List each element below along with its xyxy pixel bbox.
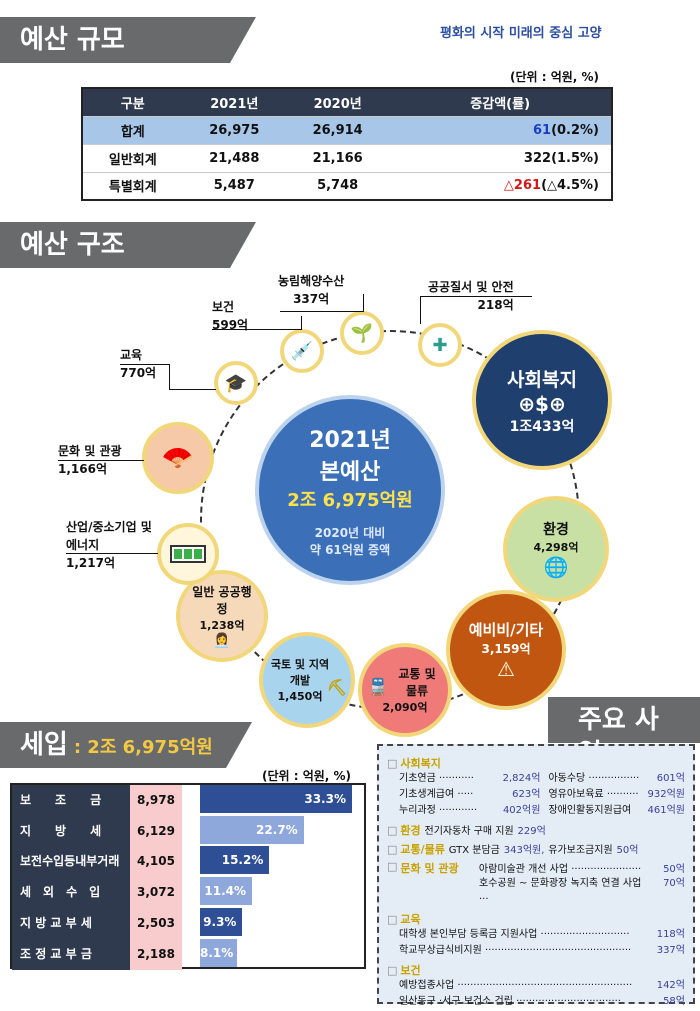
- revenue-bar: 15.2%: [200, 846, 270, 875]
- revenue-pct-label: 9.3%: [203, 914, 237, 929]
- leader-line: [170, 389, 216, 390]
- revenue-category: 조 정 교 부 금: [12, 938, 130, 970]
- battery-icon: [170, 545, 206, 563]
- table-row: 지 방 교 부 세 2,503 9.3%: [12, 907, 364, 939]
- list-item: 누리과정 ············ 402억원 장애인활동지원급여 461억원: [399, 805, 685, 816]
- revenue-pct-label: 11.4%: [204, 884, 247, 899]
- farmer-icon: 🌱: [350, 322, 374, 344]
- revenue-bar: 11.4%: [200, 877, 253, 906]
- table-row: 특별회계 5,487 5,748 △261(△4.5%): [82, 171, 612, 200]
- revenue-category: 세 외 수 입: [12, 877, 130, 909]
- col-header: 2021년: [182, 88, 286, 116]
- reserve-circle: 예비비/기타 3,159억 ⚠: [446, 590, 566, 710]
- section-title-structure: 예산 구조: [0, 222, 256, 268]
- revenue-amount: 6,129: [130, 815, 182, 847]
- budget-scale-table: 구분 2021년 2020년 증감액(률) 합계 26,975 26,914 61(0.2%…: [81, 87, 613, 201]
- land-development-circle: 국토 및 지역개발 1,450억 ⛏: [259, 632, 355, 728]
- welfare-circle: 사회복지 ⊕$⊕ 1조433억: [472, 330, 612, 470]
- industry-circle: [157, 523, 219, 585]
- excavator-icon: ⛏: [326, 678, 347, 697]
- label-public-order: 공공질서 및 안전 218억: [428, 280, 514, 312]
- leader-line: [66, 553, 158, 554]
- siren-icon: ⚠: [497, 657, 515, 681]
- medical-cross-icon: ✚: [432, 334, 448, 356]
- revenue-bar: 8.1%: [200, 938, 237, 967]
- leader-line: [120, 364, 170, 390]
- culture-circle: 🪭: [142, 422, 214, 494]
- welfare-icon: ⊕$⊕: [518, 391, 566, 416]
- environment-circle: 환경 4,298억 🌐: [503, 496, 609, 602]
- list-item: 일산동구 ·서구 보건소 건립 ························…: [399, 996, 685, 1007]
- label-agriculture: 농림해양수산 337억: [278, 274, 345, 306]
- leader-line: [58, 460, 144, 461]
- fan-dancer-icon: 🪭: [161, 443, 195, 473]
- list-item: 학교무상급식비지원 ······························…: [399, 945, 685, 956]
- revenue-amount: 8,978: [130, 785, 182, 816]
- table-row: 지 방 세 6,129 22.7%: [12, 815, 364, 847]
- revenue-pct-label: 15.2%: [221, 853, 264, 868]
- section-title-revenue: 세입: 2조 6,975억원: [0, 722, 252, 768]
- goyang-logo: 평화의 시작 미래의 중심 고양: [440, 26, 602, 41]
- revenue-pct-label: 22.7%: [255, 822, 298, 837]
- revenue-table: 보 조 금 8,978 33.3% 지 방 세 6,129 22.7% 보전수입등내부거래 4…: [10, 783, 366, 970]
- col-header: 증감액(률): [389, 88, 612, 116]
- revenue-unit-label: (단위 : 억원, %): [262, 769, 352, 783]
- key-projects-box: □ 사회복지 기초연금 ··········· 2,824억 아동수당 ·······…: [377, 744, 695, 1007]
- list-item: 대학생 본인부담 등록금 지원사업 ······················…: [399, 929, 685, 940]
- revenue-amount: 2,188: [130, 938, 182, 970]
- list-item: 호수공원 ~ 문화광장 녹지축 연결 사업 ··· 70억: [479, 878, 685, 905]
- leader-line: [280, 294, 364, 312]
- label-health: 보건 599억: [212, 300, 249, 332]
- public-order-circle: ✚: [418, 323, 462, 367]
- agriculture-circle: 🌱: [340, 311, 384, 355]
- list-item: 기초생계급여 ····· 623억 영유아보육료 ·········· 932억원: [399, 789, 685, 800]
- revenue-category: 지 방 교 부 세: [12, 907, 130, 939]
- section-title-scale: 예산 규모: [0, 17, 256, 63]
- list-item: 기초연금 ··········· 2,824억 아동수당 ·············…: [399, 773, 685, 784]
- section-title-projects: 주요 사업: [548, 697, 700, 769]
- unit-label: (단위 : 억원, %): [510, 70, 600, 84]
- revenue-category: 지 방 세: [12, 815, 130, 847]
- revenue-bar: 22.7%: [200, 815, 304, 844]
- public-admin-circle: 일반 공공행정 1,238억 👩‍💼: [176, 570, 268, 662]
- education-circle: 🎓: [214, 361, 258, 405]
- traffic-circle: 🚆 교통 및 물류 2,090억: [358, 643, 452, 737]
- revenue-pct-label: 33.3%: [304, 792, 346, 806]
- revenue-category: 보전수입등내부거래: [12, 846, 130, 878]
- col-header: 2020년: [285, 88, 390, 116]
- table-row: 일반회계 21,488 21,166 322(1.5%): [82, 143, 612, 172]
- table-row: 세 외 수 입 3,072 11.4%: [12, 877, 364, 909]
- revenue-bar: 9.3%: [200, 907, 243, 936]
- syringe-icon: 💉: [290, 340, 314, 362]
- graduation-cap-icon: 🎓: [224, 372, 248, 394]
- revenue-category: 보 조 금: [12, 785, 130, 816]
- health-circle: 💉: [280, 329, 324, 373]
- table-row: 합계 26,975 26,914 61(0.2%): [82, 115, 612, 144]
- list-item: 예방접종사업 ·································…: [399, 980, 685, 991]
- label-culture: 문화 및 관광 1,166억: [58, 444, 122, 476]
- center-budget-circle: 2021년 본예산 2조 6,975억원 2020년 대비 약 61억원 증액: [255, 395, 445, 585]
- leader-line: [420, 296, 532, 324]
- table-row: 조 정 교 부 금 2,188 8.1%: [12, 938, 364, 970]
- revenue-amount: 4,105: [130, 846, 182, 878]
- globe-plant-icon: 🌐: [543, 555, 569, 579]
- label-education: 교육 770억: [120, 348, 157, 380]
- col-header: 구분: [82, 88, 183, 116]
- revenue-amount: 3,072: [130, 877, 182, 909]
- label-industry: 산업/중소기업 및 에너지 1,217억: [66, 520, 152, 570]
- revenue-bar: 33.3%: [200, 785, 352, 813]
- table-row: 보 조 금 8,978 33.3%: [12, 785, 364, 816]
- leader-line: [212, 316, 302, 330]
- revenue-pct-label: 8.1%: [200, 945, 234, 960]
- table-row: 보전수입등내부거래 4,105 15.2%: [12, 846, 364, 878]
- revenue-amount: 2,503: [130, 907, 182, 939]
- office-worker-icon: 👩‍💼: [213, 633, 231, 649]
- train-icon: 🚆: [368, 677, 388, 696]
